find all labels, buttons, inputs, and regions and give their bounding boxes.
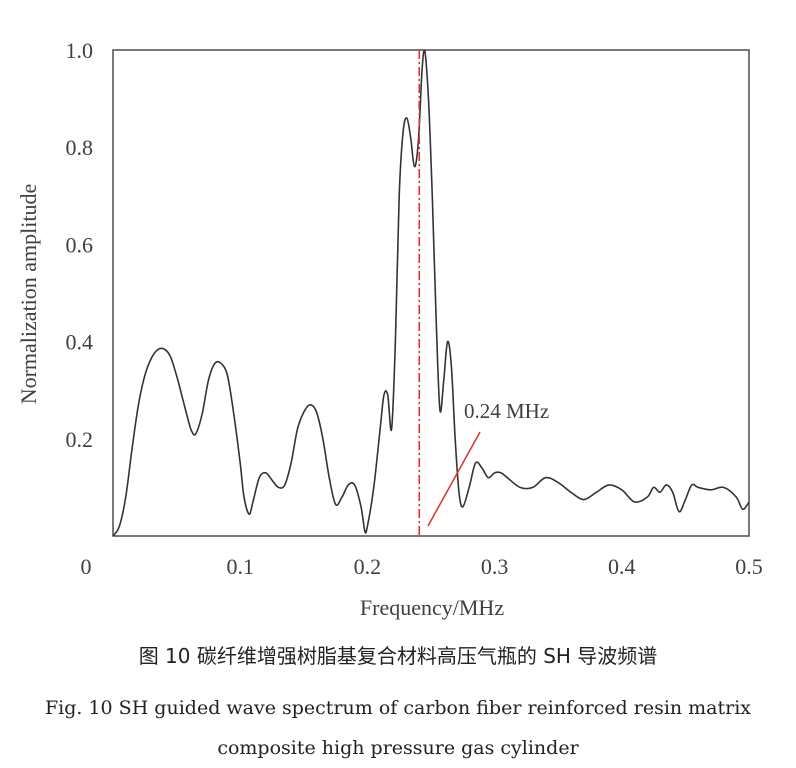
- x-tick-label: 0.4: [608, 554, 636, 579]
- caption-english-line-2: composite high pressure gas cylinder: [217, 737, 579, 759]
- x-tick-label: 0.1: [226, 554, 254, 579]
- tick-labels: 0 0.1 0.2 0.3 0.4 0.5 0.2 0.4 0.6 0.8 1.0: [66, 38, 763, 579]
- y-axis-title: Normalization amplitude: [16, 184, 41, 405]
- x-tick-label: 0.2: [354, 554, 382, 579]
- spectrum-line: [112, 49, 750, 537]
- spectrum-chart: 0.24 MHz 0 0.1 0.2 0.3 0.4 0.5 0.2 0.4 0.6 0.8 1.0…: [16, 38, 763, 620]
- caption-english-line-1: Fig. 10 SH guided wave spectrum of carbo…: [44, 697, 752, 719]
- plot-area: [112, 49, 750, 537]
- x-tick-label: 0.3: [481, 554, 509, 579]
- frequency-marker: 0.24 MHz: [418, 50, 549, 536]
- annotation-leader-line: [427, 431, 481, 527]
- y-tick-label: 0.2: [66, 427, 94, 452]
- y-tick-label: 1.0: [66, 38, 94, 63]
- y-tick-label: 0.4: [66, 330, 94, 355]
- x-tick-label: 0.5: [735, 554, 763, 579]
- series-layer: [112, 49, 750, 537]
- caption-english: Fig. 10 SH guided wave spectrum of carbo…: [0, 688, 796, 768]
- x-axis-title: Frequency/MHz: [360, 595, 504, 620]
- caption-chinese: 图 10 碳纤维增强树脂基复合材料高压气瓶的 SH 导波频谱: [138, 644, 658, 668]
- x-tick-label: 0: [81, 554, 92, 579]
- y-tick-label: 0.8: [66, 135, 94, 160]
- peak-frequency-label: 0.24 MHz: [464, 399, 549, 423]
- plot-frame: [112, 49, 750, 537]
- y-tick-label: 0.6: [66, 232, 94, 257]
